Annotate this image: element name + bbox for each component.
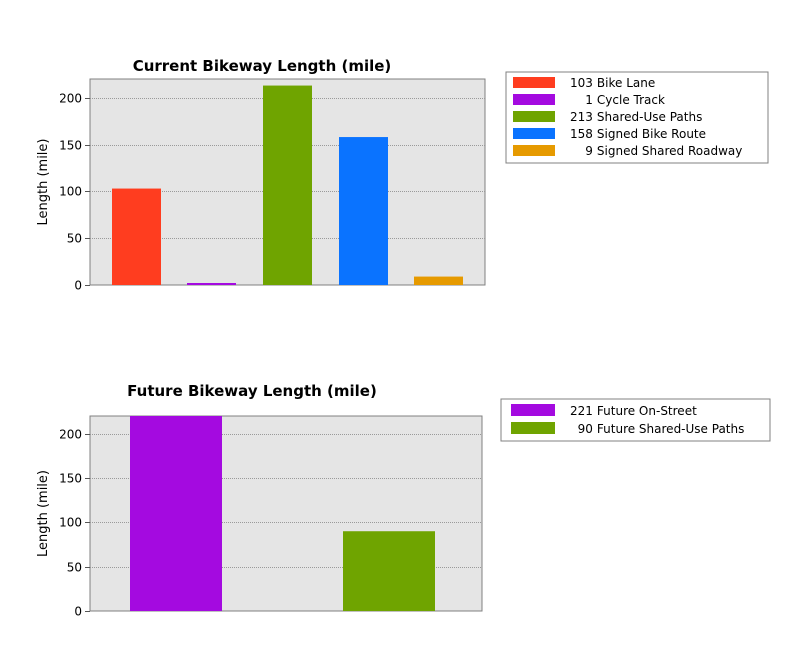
bar-cycle-track: [187, 283, 236, 285]
bar-future-shared-use-paths: [343, 531, 435, 611]
chart-1: Current Bikeway Length (mile) 0 50 100 150 20…: [36, 57, 769, 293]
legend-swatch: [513, 94, 555, 105]
legend-entry: 103 Bike Lane: [570, 76, 655, 90]
legend-swatch: [511, 422, 555, 434]
y-axis-label: Length (mile): [36, 470, 51, 557]
chart-title: Current Bikeway Length (mile): [133, 57, 392, 75]
legend-swatch: [513, 111, 555, 122]
legend-entry: 1 Cycle Track: [570, 93, 665, 107]
y-tick-label: 100: [59, 516, 82, 530]
legend-swatch: [513, 145, 555, 156]
y-tick-label: 50: [67, 232, 82, 246]
y-axis-label: Length (mile): [36, 138, 51, 225]
bar-future-on-street: [130, 416, 222, 611]
y-tick-label: 200: [59, 428, 82, 442]
y-tick-label: 0: [74, 279, 82, 293]
legend-entry: 213 Shared-Use Paths: [570, 110, 702, 124]
y-tick-label: 200: [59, 92, 82, 106]
bar-bike-lane: [112, 188, 161, 285]
y-tick-label: 0: [74, 605, 82, 619]
bar-signed-bike-route: [339, 137, 388, 285]
y-tick-label: 50: [67, 561, 82, 575]
chart-title: Future Bikeway Length (mile): [127, 382, 377, 400]
chart-2: Future Bikeway Length (mile) 0 50 100 150 200…: [36, 382, 771, 619]
legend-entry: 9 Signed Shared Roadway: [570, 144, 742, 158]
y-tick-label: 150: [59, 139, 82, 153]
legend-entry: 221 Future On-Street: [570, 404, 697, 418]
y-tick-label: 100: [59, 185, 82, 199]
bar-shared-use-paths: [263, 85, 312, 286]
legend-swatch: [513, 128, 555, 139]
bar-signed-shared-roadway: [414, 276, 463, 285]
legend-swatch: [511, 404, 555, 416]
y-tick-label: 150: [59, 472, 82, 486]
legend-swatch: [513, 77, 555, 88]
legend-entry: 90 Future Shared-Use Paths: [570, 422, 744, 436]
legend-entry: 158 Signed Bike Route: [570, 127, 706, 141]
